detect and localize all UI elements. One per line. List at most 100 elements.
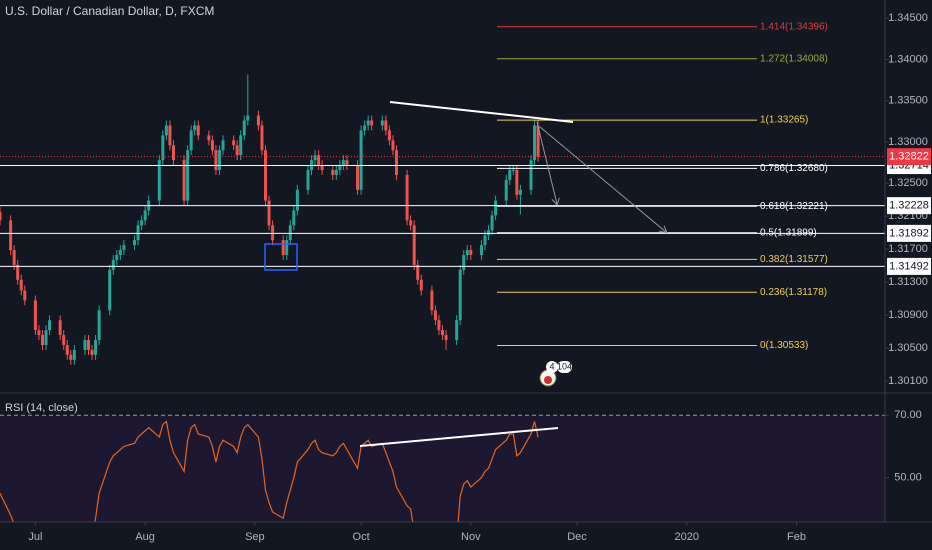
candle-body	[189, 130, 193, 151]
candle-body	[288, 225, 292, 241]
candle-body	[490, 215, 494, 231]
price-label: 1.31892	[889, 227, 929, 239]
x-tick-label: Sep	[245, 531, 265, 543]
candle-body	[143, 210, 147, 221]
arrow	[539, 126, 666, 232]
candle-body	[94, 340, 98, 355]
candle-body	[504, 179, 508, 201]
candle-body	[271, 225, 275, 241]
candle-body	[437, 320, 441, 331]
fib-label: 0.786(1.32680)	[760, 163, 828, 174]
candle-body	[391, 140, 395, 151]
y-tick-label: 1.31700	[888, 243, 928, 255]
candle-body	[140, 220, 144, 226]
candle-body	[441, 330, 444, 336]
candle-body	[433, 310, 437, 321]
fib-label: 1(1.33265)	[760, 115, 808, 126]
candle-body	[37, 330, 41, 336]
candle-body	[331, 170, 335, 175]
candle-body	[264, 150, 267, 201]
candle-body	[115, 255, 119, 260]
candle-body	[285, 240, 289, 256]
candle-body	[469, 250, 473, 256]
candle-body	[235, 145, 239, 156]
candle-body	[518, 189, 522, 195]
candle-body	[256, 115, 260, 126]
axes: 1.345001.340001.335001.330001.325001.321…	[28, 12, 931, 543]
candle-body	[529, 160, 533, 190]
drawings	[264, 101, 666, 447]
candle-body	[356, 165, 360, 190]
candle-body	[0, 212, 2, 221]
trend-line	[389, 101, 574, 123]
event-count: 104	[557, 361, 572, 371]
price-label-box	[887, 148, 931, 166]
y-tick-label: 1.30500	[888, 342, 928, 354]
candle-body	[232, 140, 236, 146]
candle-body	[65, 344, 69, 355]
candle-body	[380, 120, 384, 126]
candle-body	[40, 335, 44, 345]
x-tick-label: Nov	[461, 531, 481, 543]
candle-body	[458, 269, 462, 321]
candle-body	[511, 170, 515, 172]
candle-body	[479, 245, 483, 256]
pane-borders	[0, 0, 932, 523]
candle-body	[295, 189, 299, 211]
candle-body	[97, 310, 101, 341]
fib-label: 0.618(1.32221)	[760, 201, 828, 212]
candle-body	[214, 150, 218, 171]
candle-body	[345, 160, 349, 166]
highlight-box	[264, 243, 298, 271]
candle-body	[267, 200, 271, 226]
price-label: 1.32228	[889, 200, 929, 212]
candle-body	[210, 140, 214, 151]
candle-body	[419, 279, 423, 291]
price-label-box	[887, 224, 931, 242]
x-tick-label: Jul	[28, 531, 42, 543]
candle-body	[122, 245, 126, 251]
rsi-line	[0, 420, 539, 522]
y-tick-label: 1.31300	[888, 276, 928, 288]
candle-body	[16, 264, 20, 280]
x-tick-label: Feb	[787, 531, 806, 543]
candle-body	[118, 250, 122, 256]
candle-body	[164, 125, 168, 136]
candle-body	[394, 150, 398, 175]
price-pane: 1.414(1.34396) 1.272(1.34008) 1(1.33265) 0.…	[0, 21, 885, 365]
candle-body	[9, 220, 13, 251]
y-tick-label: 50.00	[894, 472, 922, 484]
candle-body	[133, 240, 137, 246]
candle-body	[12, 250, 16, 265]
event-badge	[557, 361, 572, 373]
candle-body	[306, 170, 310, 190]
candle-body	[136, 225, 140, 241]
candle-body	[58, 320, 62, 336]
candle-body	[465, 250, 469, 256]
x-tick-label: Oct	[353, 531, 370, 543]
price-label-box	[887, 257, 931, 275]
candle-body	[48, 320, 52, 331]
candle-body	[19, 279, 23, 291]
price-label: 1.32822	[889, 151, 929, 163]
x-tick-label: Aug	[135, 531, 155, 543]
candle-body	[366, 120, 370, 126]
candle-body	[33, 300, 37, 331]
price-label: 1.31492	[889, 260, 929, 272]
candle-body	[508, 170, 512, 180]
candle-body	[23, 290, 27, 301]
candle-body	[483, 235, 487, 246]
y-tick-label: 70.00	[894, 409, 922, 421]
y-tick-label: 1.30900	[888, 309, 928, 321]
candle-body	[387, 130, 391, 141]
candle-body	[341, 160, 345, 166]
candle-body	[62, 335, 66, 345]
candle-body	[242, 120, 246, 136]
candle-body	[239, 135, 243, 156]
candle-body	[72, 349, 76, 360]
y-tick-label: 1.34500	[888, 12, 928, 24]
candle-body	[444, 335, 448, 341]
x-tick-label: Dec	[567, 531, 587, 543]
y-tick-label: 1.32500	[888, 177, 928, 189]
